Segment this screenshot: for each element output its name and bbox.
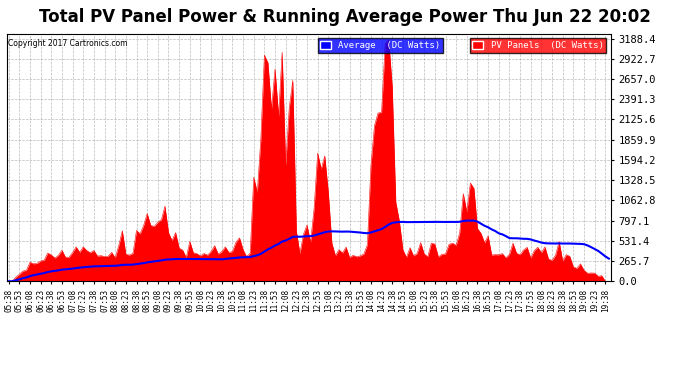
Text: Total PV Panel Power & Running Average Power Thu Jun 22 20:02: Total PV Panel Power & Running Average P… xyxy=(39,8,651,26)
Text: Copyright 2017 Cartronics.com: Copyright 2017 Cartronics.com xyxy=(8,39,128,48)
Legend: PV Panels  (DC Watts): PV Panels (DC Watts) xyxy=(470,38,606,53)
